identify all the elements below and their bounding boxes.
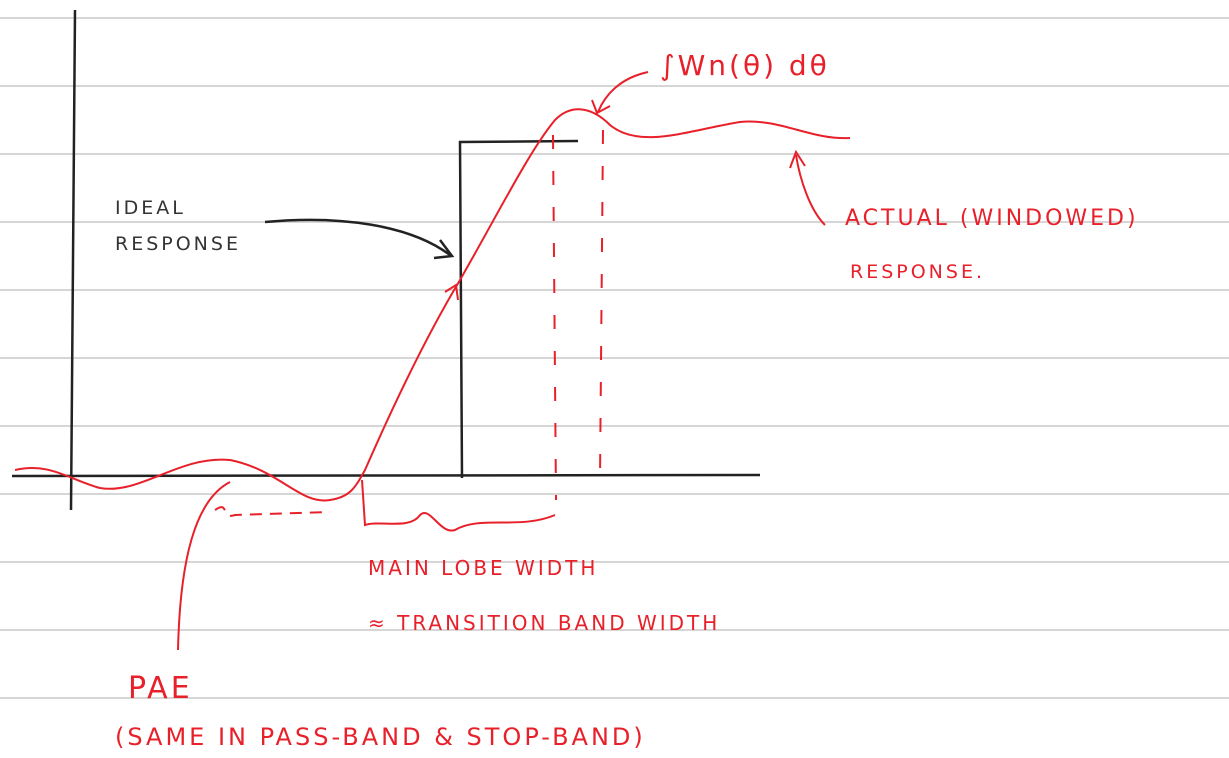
integral-arrow <box>592 72 648 113</box>
main-lobe-brace <box>362 480 555 531</box>
diagram: ∫Wn(θ) dθ IDEAL RESPONSE ACTUAL (WINDOWE… <box>0 0 1229 758</box>
integral-label: ∫Wn(θ) dθ <box>660 49 830 82</box>
lobe-markers <box>553 130 603 500</box>
ideal-step <box>460 141 578 478</box>
main-lobe-label: MAIN LOBE WIDTH <box>368 556 598 580</box>
x-axis <box>12 475 760 476</box>
ideal-label: IDEAL <box>115 197 186 219</box>
actual-label: ACTUAL (WINDOWED) <box>845 206 1139 231</box>
pae-label: PAE <box>128 671 193 706</box>
pae-marker <box>215 507 330 516</box>
actual-response <box>15 109 850 500</box>
ruled-lines <box>0 18 1229 698</box>
pae-note: (SAME IN PASS-BAND & STOP-BAND) <box>115 723 646 751</box>
transition-label: ≈ TRANSITION BAND WIDTH <box>368 611 720 635</box>
actual-label: RESPONSE. <box>850 261 985 283</box>
ideal-arrow <box>265 220 452 258</box>
ideal-label: RESPONSE <box>115 233 241 255</box>
actual-arrow <box>790 152 825 225</box>
